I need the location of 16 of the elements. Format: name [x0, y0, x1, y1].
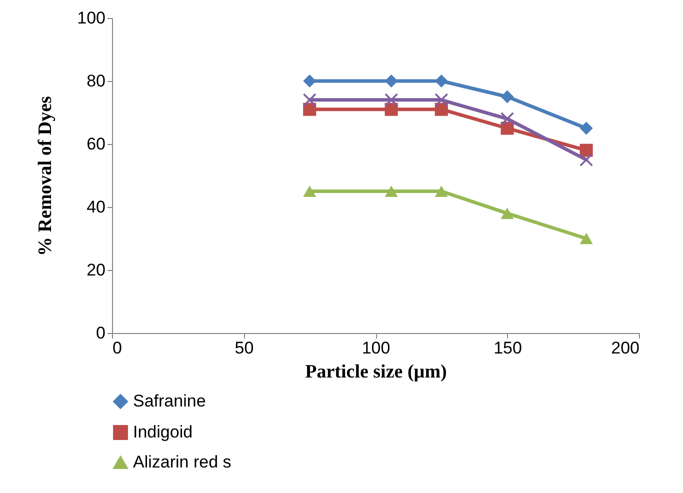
y-tick-label: 0	[96, 324, 106, 342]
legend-label: Alizarin red s	[133, 452, 232, 472]
x-axis-title: Particle size (µm)	[305, 362, 447, 382]
x-tick-label: 200	[611, 338, 640, 358]
y-tick-label: 40	[86, 198, 106, 216]
y-axis-title: % Removal of Dyes	[35, 96, 56, 256]
y-tick-label: 20	[86, 260, 106, 280]
x-tick-label: 0	[112, 338, 122, 358]
y-tick-label: 60	[86, 134, 106, 154]
y-tick-label: 100	[77, 8, 106, 28]
y-tick-label: 80	[86, 72, 106, 90]
legend-label: Indigoid	[133, 422, 193, 442]
x-tick-label: 100	[362, 338, 390, 358]
legend-label: Safranine	[133, 392, 206, 410]
x-tick-label: 150	[494, 338, 522, 358]
x-tick-label: 50	[234, 338, 254, 358]
